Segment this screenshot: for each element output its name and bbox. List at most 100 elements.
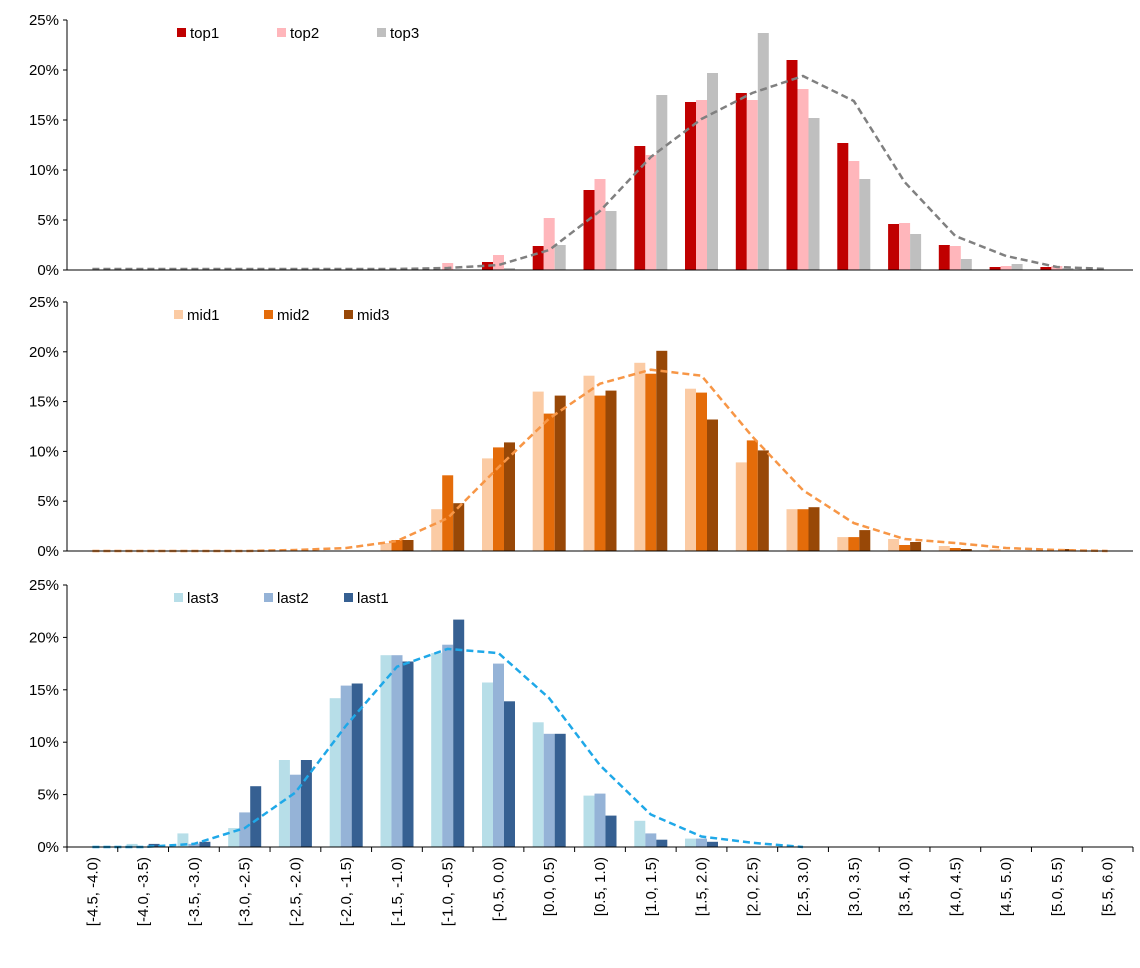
x-category-label: [1.5, 2.0) (694, 857, 711, 916)
x-category-label: [2.5, 3.0) (795, 857, 812, 916)
bar-top1-17 (888, 224, 899, 270)
bar-mid1-15 (787, 509, 798, 551)
bar-last3-9 (482, 683, 493, 848)
legend-swatch-last1 (344, 593, 353, 602)
y-tick-label: 25% (29, 12, 59, 29)
bar-top2-11 (595, 179, 606, 270)
bar-top1-16 (837, 143, 848, 270)
bar-top3-18 (961, 259, 972, 270)
bar-top3-17 (910, 234, 921, 270)
x-axis-categories: [-4.5, -4.0) [-4.0, -3.5) [-3.5, -3.0) [-3.… (67, 847, 1133, 926)
bar-mid3-12 (656, 351, 667, 551)
chart-panel-1: 0%5%10%15%20%25%top1 top2 top3 (29, 12, 1133, 279)
bar-last2-9 (493, 664, 504, 847)
x-category-label: [3.0, 3.5) (846, 857, 863, 916)
legend-label-last3: last3 (187, 590, 219, 607)
bar-mid1-16 (837, 537, 848, 551)
legend-label-top3: top3 (390, 25, 419, 42)
bar-mid1-9 (482, 458, 493, 551)
bar-last2-8 (442, 645, 453, 847)
bar-mid1-17 (888, 539, 899, 551)
y-tick-label: 25% (29, 577, 59, 594)
legend-swatch-top1 (177, 28, 186, 37)
bar-top2-16 (848, 161, 859, 270)
legend-label-mid2: mid2 (277, 307, 310, 324)
bar-last2-6 (341, 686, 352, 847)
legend-swatch-mid2 (264, 310, 273, 319)
legend-label-last1: last1 (357, 590, 389, 607)
bar-top3-11 (606, 211, 617, 270)
legend: last3 last2 last1 (174, 590, 389, 607)
legend-swatch-top2 (277, 28, 286, 37)
bar-last1-5 (301, 760, 312, 847)
legend-swatch-top3 (377, 28, 386, 37)
bar-top2-19 (1001, 266, 1012, 270)
bar-mid1-10 (533, 392, 544, 551)
y-tick-label: 20% (29, 344, 59, 361)
y-tick-label: 0% (37, 543, 59, 560)
y-tick-label: 5% (37, 493, 59, 510)
y-tick-label: 0% (37, 262, 59, 279)
y-tick-label: 0% (37, 839, 59, 856)
bar-last1-9 (504, 701, 515, 847)
bar-last3-13 (685, 839, 696, 847)
bar-last3-10 (533, 722, 544, 847)
bar-last2-12 (645, 833, 656, 847)
bar-last2-7 (392, 655, 403, 847)
bar-mid3-8 (453, 503, 464, 551)
bar-last1-8 (453, 620, 464, 847)
bar-last1-13 (707, 842, 718, 847)
y-tick-label: 10% (29, 734, 59, 751)
legend-swatch-last2 (264, 593, 273, 602)
x-category-label: [2.0, 2.5) (744, 857, 761, 916)
bar-mid1-12 (634, 363, 645, 551)
legend-label-top1: top1 (190, 25, 219, 42)
bar-top2-14 (747, 100, 758, 270)
bar-last1-3 (199, 842, 210, 847)
bar-top2-17 (899, 223, 910, 270)
bar-mid3-16 (859, 530, 870, 551)
bar-top1-10 (533, 246, 544, 270)
x-category-label: [0.5, 1.0) (592, 857, 609, 916)
bar-mid1-13 (685, 389, 696, 551)
bar-top3-19 (1012, 264, 1023, 270)
bar-top3-12 (656, 95, 667, 270)
x-category-label: [-0.5, 0.0) (490, 857, 507, 921)
y-tick-label: 5% (37, 212, 59, 229)
bar-mid3-14 (758, 450, 769, 551)
histogram-figure: 0% 5% 10% 15% 20% 25% top1 top2 top3 0% 5% 10% 15% 20… (0, 0, 1140, 963)
x-category-label: [-2.5, -2.0) (287, 857, 304, 926)
y-tick-label: 20% (29, 62, 59, 79)
bar-last2-13 (696, 839, 707, 847)
bar-last1-10 (555, 734, 566, 847)
legend-swatch-last3 (174, 593, 183, 602)
bar-last1-11 (606, 816, 617, 847)
y-tick-label: 15% (29, 682, 59, 699)
bar-mid3-15 (809, 507, 820, 551)
x-category-label: [-3.5, -3.0) (186, 857, 203, 926)
y-tick-label: 10% (29, 162, 59, 179)
bar-top2-9 (493, 255, 504, 270)
bar-top3-10 (555, 245, 566, 270)
x-category-label: [-4.0, -3.5) (135, 857, 152, 926)
bar-top1-13 (685, 102, 696, 270)
legend: top1 top2 top3 (177, 25, 419, 42)
bar-mid2-14 (747, 440, 758, 551)
y-tick-label: 15% (29, 394, 59, 411)
x-category-label: [4.0, 4.5) (947, 857, 964, 916)
bar-mid2-17 (899, 545, 910, 551)
bar-top1-18 (939, 245, 950, 270)
chart-root: 0% 5% 10% 15% 20% 25% top1 top2 top3 0% 5% 10% 15% 20… (0, 0, 1140, 963)
bar-top2-13 (696, 100, 707, 270)
bar-last2-10 (544, 734, 555, 847)
bar-last1-12 (656, 840, 667, 847)
y-tick-label: 25% (29, 294, 59, 311)
x-category-label: [0.0, 0.5) (541, 857, 558, 916)
bar-top1-14 (736, 93, 747, 270)
bar-top3-13 (707, 73, 718, 270)
x-category-label: [5.5, 6.0) (1100, 857, 1117, 916)
bar-last2-4 (239, 812, 250, 847)
bar-last3-6 (330, 698, 341, 847)
x-category-label: [-4.5, -4.0) (84, 857, 101, 926)
bar-last3-8 (431, 653, 442, 847)
